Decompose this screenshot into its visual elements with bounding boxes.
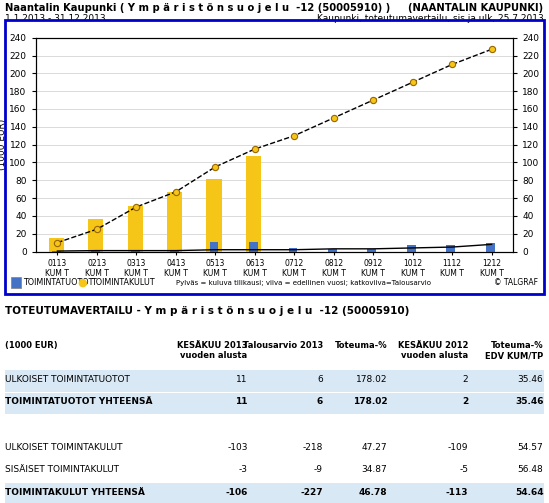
Text: 6: 6: [317, 397, 323, 406]
Text: TOIMINTAKULUT YHTEENSÄ: TOIMINTAKULUT YHTEENSÄ: [5, 488, 145, 496]
Text: -227: -227: [300, 488, 323, 496]
Bar: [48, 238, 64, 252]
Text: -9: -9: [314, 465, 323, 474]
Text: (1000 EUR): (1000 EUR): [5, 341, 58, 350]
Text: Pylväs = kuluva tilikausi; viiva = edellinen vuosi; katkoviiva=Talousarvio: Pylväs = kuluva tilikausi; viiva = edell…: [176, 280, 430, 286]
Text: Toteuma-%: Toteuma-%: [335, 341, 388, 350]
Bar: [127, 206, 143, 252]
Text: -113: -113: [446, 488, 468, 496]
Text: ●: ●: [77, 278, 87, 288]
Text: TOIMINTATUOTOT: TOIMINTATUOTOT: [23, 278, 93, 287]
Text: -106: -106: [225, 488, 248, 496]
Text: 178.02: 178.02: [356, 375, 388, 384]
Bar: [246, 156, 261, 252]
Text: 46.78: 46.78: [359, 488, 388, 496]
Text: 56.48: 56.48: [518, 465, 544, 474]
Text: Kaupunki, toteutumavertailu, sis ja ulk, 25.7.2013: Kaupunki, toteutumavertailu, sis ja ulk,…: [317, 14, 544, 23]
Bar: [210, 242, 219, 252]
Text: TOIMINTAKULUT: TOIMINTAKULUT: [91, 278, 154, 287]
Text: ULKOISET TOIMINTATUOTOT: ULKOISET TOIMINTATUOTOT: [5, 375, 130, 384]
Bar: [367, 249, 377, 252]
Text: Naantalin Kaupunki ( Y m p ä r i s t ö n s u o j e l u  -12 (50005910) ): Naantalin Kaupunki ( Y m p ä r i s t ö n…: [5, 3, 391, 13]
Text: -3: -3: [239, 465, 248, 474]
Bar: [5, 483, 544, 503]
Text: Talousarvio 2013: Talousarvio 2013: [243, 341, 323, 350]
Text: -5: -5: [459, 465, 468, 474]
Text: © TALGRAF: © TALGRAF: [494, 278, 538, 287]
Text: 35.46: 35.46: [515, 397, 544, 406]
Text: -109: -109: [447, 443, 468, 452]
Bar: [446, 245, 455, 252]
Bar: [5, 370, 544, 392]
Text: 11: 11: [235, 397, 248, 406]
Text: SISÄISET TOIMINTAKULUT: SISÄISET TOIMINTAKULUT: [5, 465, 120, 474]
Bar: [5, 393, 544, 414]
Bar: [328, 249, 337, 252]
Text: KESÄKUU 2013
vuoden alusta: KESÄKUU 2013 vuoden alusta: [177, 341, 248, 361]
Bar: [486, 243, 495, 252]
Text: -218: -218: [302, 443, 323, 452]
Text: Toteuma-%
EDV KUM/TP: Toteuma-% EDV KUM/TP: [485, 341, 544, 361]
Text: 11: 11: [236, 375, 248, 384]
Text: 2: 2: [462, 397, 468, 406]
Bar: [167, 192, 182, 252]
Text: 2: 2: [463, 375, 468, 384]
Text: (NAANTALIN KAUPUNKI): (NAANTALIN KAUPUNKI): [408, 3, 544, 13]
Bar: [407, 245, 416, 252]
Text: 178.02: 178.02: [353, 397, 388, 406]
Bar: [88, 219, 103, 252]
Text: TOIMINTATUOTOT YHTEENSÄ: TOIMINTATUOTOT YHTEENSÄ: [5, 397, 153, 406]
Text: 47.27: 47.27: [362, 443, 388, 452]
Text: 35.46: 35.46: [518, 375, 544, 384]
Y-axis label: (1000 EUR): (1000 EUR): [0, 119, 7, 170]
Text: KESÄKUU 2012
vuoden alusta: KESÄKUU 2012 vuoden alusta: [397, 341, 468, 361]
Text: 1.1.2013 - 31.12.2013: 1.1.2013 - 31.12.2013: [5, 14, 106, 23]
Text: 54.64: 54.64: [515, 488, 544, 496]
Text: 6: 6: [317, 375, 323, 384]
Text: 34.87: 34.87: [362, 465, 388, 474]
Text: TOTEUTUMAVERTAILU - Y m p ä r i s t ö n s u o j e l u  -12 (50005910): TOTEUTUMAVERTAILU - Y m p ä r i s t ö n …: [5, 306, 410, 316]
Bar: [289, 248, 298, 252]
Text: -103: -103: [227, 443, 248, 452]
Text: 54.57: 54.57: [518, 443, 544, 452]
Bar: [249, 242, 258, 252]
Bar: [206, 180, 222, 252]
Text: ULKOISET TOIMINTAKULUT: ULKOISET TOIMINTAKULUT: [5, 443, 123, 452]
